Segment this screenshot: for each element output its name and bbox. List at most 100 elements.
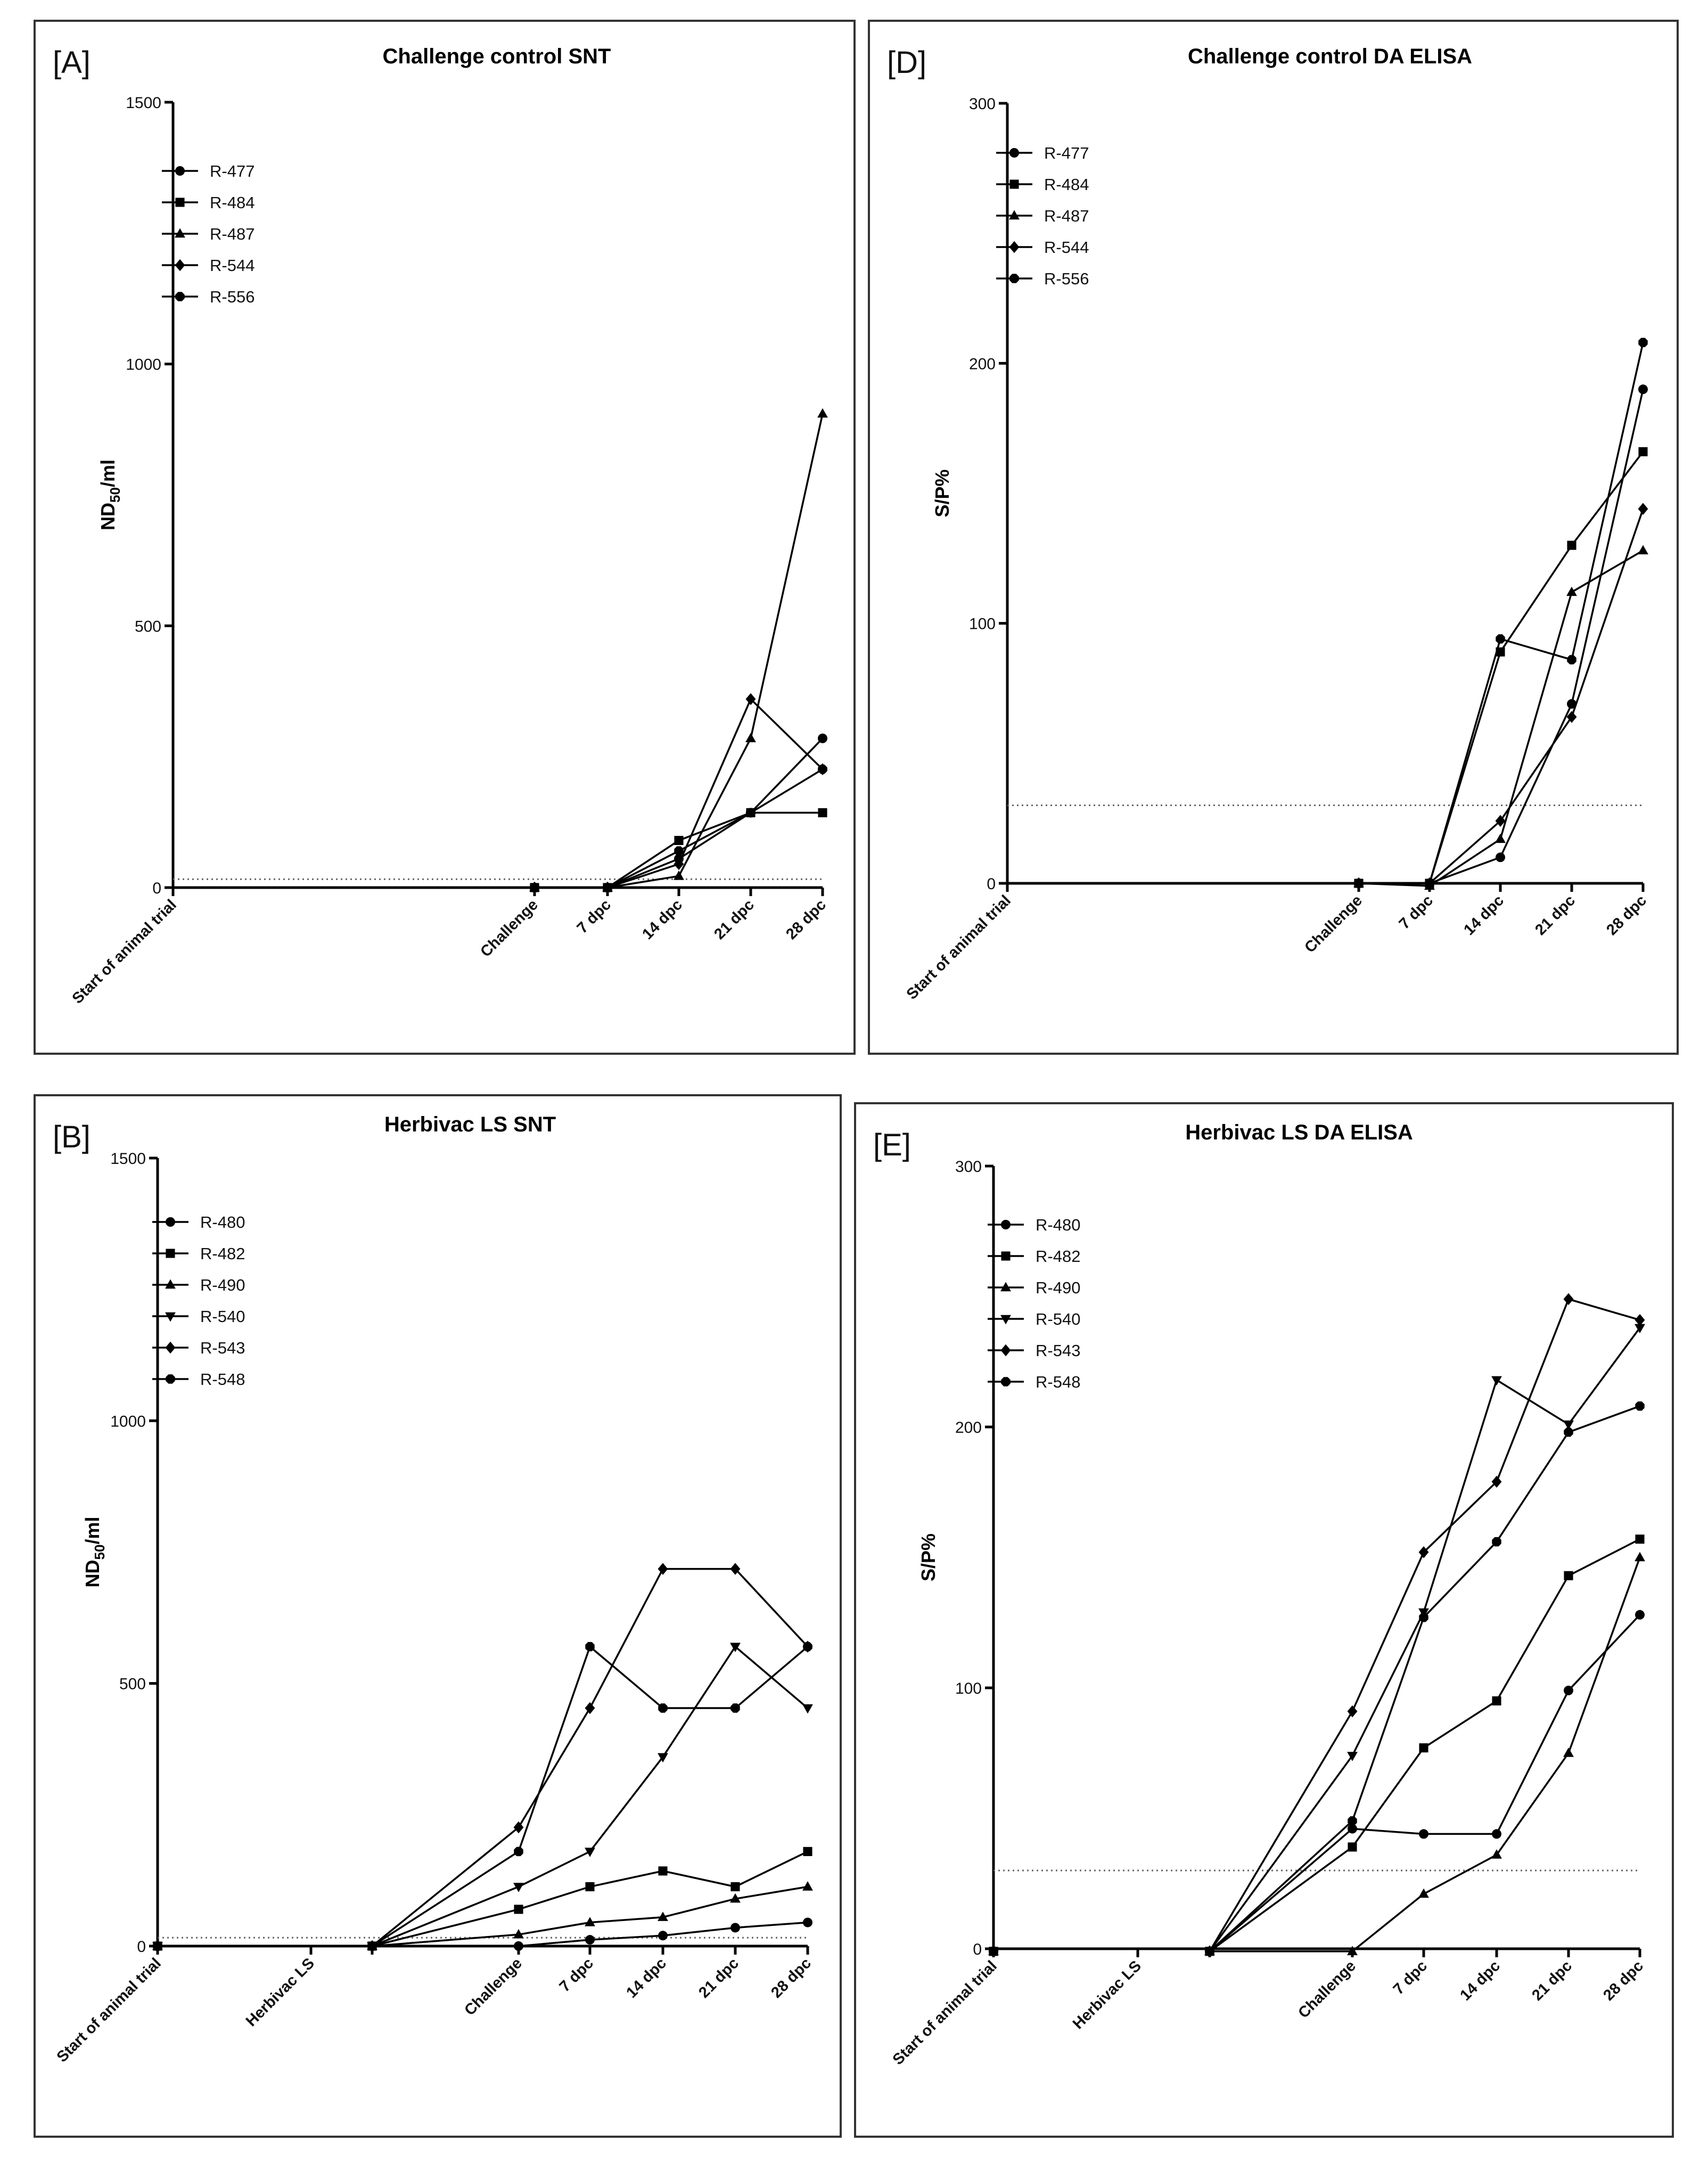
panel-b-y-tick-label: 0 [137,1938,146,1956]
panel-e-data-point [1347,1946,1358,1956]
panel-b-data-point [514,1847,523,1857]
panel-a-y-tick-label: 1500 [126,94,161,112]
panel-b-series-R-548 [153,1642,812,1951]
panel-e-data-point [1347,1752,1358,1761]
panel-d-x-tick-label: Challenge [1301,892,1366,956]
panel-b-series-R-540 [152,1643,813,1952]
panel-a-data-point [818,808,827,817]
panel-e-x-tick-label: 14 dpc [1457,1957,1504,2004]
panel-b-legend-label: R-540 [200,1307,245,1326]
panel-e-series-R-480 [989,1610,1645,1956]
panel-a-data-point [745,733,756,742]
panel-e-y-axis-label: S/P% [917,1533,939,1581]
panel-e-legend-marker [1000,1315,1011,1325]
panel-b-data-point [730,1893,741,1903]
panel-d-data-point [1566,586,1577,596]
panel-b-series-line [372,1645,809,1947]
panel-b-series-line [372,1921,808,1947]
panel-a-data-point [674,835,684,846]
panel-a-data-point [674,846,684,856]
panel-d-data-point [1638,503,1648,515]
panel-b-y-tick-label: 1500 [110,1150,146,1168]
panel-e-data-point [1418,1888,1429,1898]
panel-b-series-R-543 [152,1563,813,1952]
panel-e-x-tick-label: Herbivac LS [1070,1957,1145,2032]
panel-a-legend-label: R-484 [210,193,254,212]
panel-b-data-point [658,1866,668,1876]
panel-d-legend-marker [1009,241,1020,253]
panel-b-data-point [802,1881,813,1891]
panel-b-x-tick-label: 14 dpc [623,1955,670,2001]
panel-b: [B] Herbivac LS SNT 0 500 1000 1500 ND50/ml Sta… [34,1094,842,2138]
panel-b-data-point [513,1929,524,1939]
panel-b-x-tick-label: 7 dpc [556,1955,597,1995]
panel-a-x-tick-label: Challenge [477,896,541,961]
panel-d-data-point [1354,879,1364,888]
panel-b-data-point [730,1923,740,1933]
panel-d-x-tick-label: 28 dpc [1603,892,1650,939]
panel-d-legend-marker [1009,179,1019,189]
panel-d-x-tick-label: 14 dpc [1460,892,1507,939]
panel-d-series-R-556 [1354,338,1648,888]
panel-e-data-point [1635,1401,1645,1411]
panel-b-series-R-482 [153,1847,812,1951]
panel-b-data-point [730,1563,741,1575]
chart-e: [E] Herbivac LS DA ELISA 0 100 200 300 S/P% Sta… [854,1102,1674,2138]
panel-d-y-tick-label: 100 [969,616,996,633]
panel-e-legend-label: R-548 [1036,1373,1080,1391]
panel-e-label: [E] [873,1128,911,1162]
panel-b-label: [B] [53,1120,91,1154]
panel-e-data-point [1205,1947,1214,1956]
panel-e-legend-marker [1000,1344,1011,1357]
panel-a-data-point [746,808,756,818]
panel-d-y-tick-label: 0 [987,875,996,893]
panel-b-data-point [658,1753,668,1763]
panel-b-data-point [585,1882,595,1892]
panel-e-data-point [1492,1696,1501,1706]
panel-e-data-point [1419,1829,1428,1839]
panel-e-data-point [1635,1535,1645,1544]
panel-b-frame [34,1094,842,2138]
panel-a-legend-label: R-556 [210,288,254,306]
panel-e-y-tick-label: 0 [973,1941,982,1958]
panel-d-data-point [1496,852,1505,863]
panel-a-legend-label: R-487 [210,225,254,243]
panel-e-x-tick-label: 7 dpc [1390,1957,1431,1998]
panel-d-x-tick-label: Start of animal trial [904,892,1014,1003]
panel-e-data-point [1491,1849,1502,1859]
panel-e-series-line [1210,1557,1641,1952]
chart-b: [B] Herbivac LS SNT 0 500 1000 1500 ND50/ml Sta… [34,1094,842,2138]
panel-d-data-point [1567,699,1576,709]
panel-b-series-line [372,1850,808,1947]
panel-d-series-R-487 [1353,545,1648,890]
panel-b-legend-marker [166,1217,175,1227]
panel-e-data-point [1419,1743,1428,1753]
panel-e-y-tick-label: 200 [955,1419,982,1437]
panel-a-x-tick-label: 21 dpc [711,896,758,943]
panel-b-data-point [585,1848,595,1857]
panel-a-series-line [535,768,823,889]
panel-b-data-point [730,1882,740,1892]
panel-e-x-tick-label: Start of animal trial [890,1957,1000,2068]
panel-e-legend-marker [1001,1251,1011,1261]
panel-a-y-tick-label: 500 [135,618,161,635]
panel-b-data-point [658,1911,668,1921]
panel-b-y-tick-label: 1000 [110,1413,146,1430]
panel-e-data-point [1492,1537,1501,1547]
panel-b-x-tick-label: Challenge [461,1955,525,2019]
panel-a-data-point [674,858,684,870]
panel-e-data-point [1419,1612,1428,1622]
panel-e-title: Herbivac LS DA ELISA [1185,1121,1413,1144]
panel-a-x-tick-label: 14 dpc [639,896,686,943]
panel-d-x-tick-label: 7 dpc [1396,892,1436,932]
panel-b-x-tick-label: Start of animal trial [54,1955,165,2065]
panel-e-data-point [1563,1747,1574,1757]
panel-e-data-point [1347,1705,1358,1718]
panel-a-label: [A] [53,45,91,80]
panel-b-x-tick-label: 28 dpc [768,1955,815,2001]
panel-b-data-point [658,1931,668,1941]
panel-b-legend-marker [166,1249,175,1258]
panel-e-y-tick-label: 100 [955,1680,982,1697]
panel-b-data-point [730,1703,740,1713]
panel-b-data-point [153,1941,162,1951]
